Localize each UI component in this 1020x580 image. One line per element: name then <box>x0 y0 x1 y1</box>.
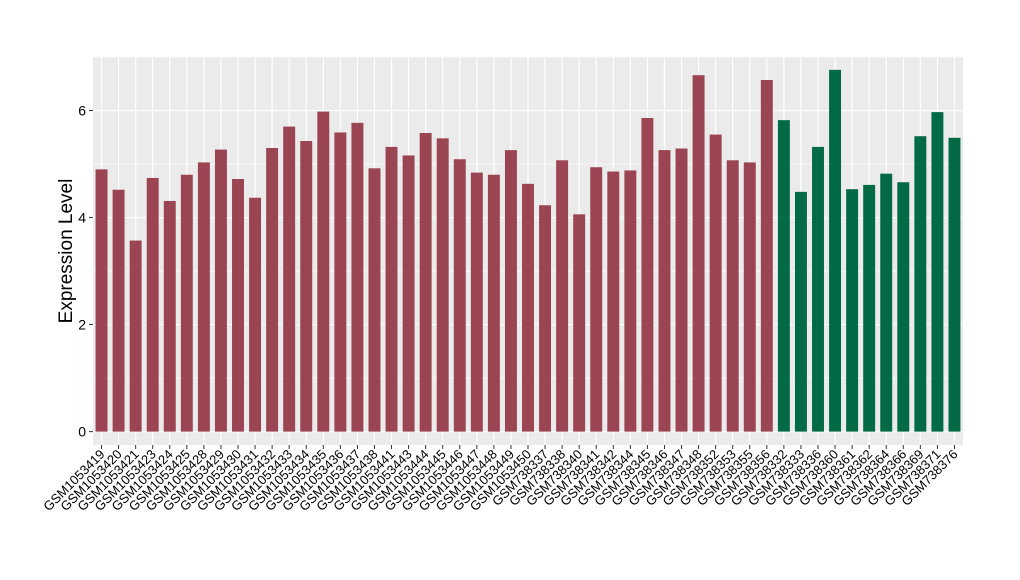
bar <box>368 168 381 432</box>
bar <box>504 150 517 432</box>
bar <box>863 184 876 432</box>
bar <box>624 170 637 432</box>
bar <box>351 122 364 432</box>
bar <box>214 149 227 432</box>
bar <box>197 162 210 432</box>
bar <box>232 179 244 432</box>
y-tick-label: 4 <box>78 210 86 226</box>
bar <box>641 118 654 432</box>
bar <box>777 120 790 432</box>
bar <box>914 136 927 432</box>
bar <box>129 240 142 432</box>
bar <box>675 148 688 432</box>
bar <box>846 189 859 432</box>
bar <box>709 134 722 432</box>
bar <box>266 147 279 432</box>
y-tick-label: 0 <box>78 424 86 440</box>
bar <box>385 146 398 432</box>
x-axis: GSM1053419GSM1053420GSM1053421GSM1053423… <box>40 445 961 514</box>
bar <box>658 150 671 432</box>
bar <box>436 138 449 432</box>
bar <box>812 146 824 432</box>
bar <box>948 137 961 432</box>
bar <box>539 205 552 432</box>
bar <box>931 112 944 432</box>
y-tick-label: 2 <box>78 317 86 333</box>
bar <box>300 141 313 432</box>
bar <box>726 160 739 432</box>
bar <box>522 183 534 432</box>
bar <box>692 75 705 432</box>
bar <box>573 214 586 432</box>
bar <box>794 191 807 432</box>
bar <box>180 174 193 432</box>
bar <box>556 160 569 432</box>
bar <box>470 172 483 432</box>
bar <box>334 132 347 432</box>
bar <box>283 126 296 432</box>
bar <box>590 167 603 432</box>
bar <box>146 177 159 432</box>
y-axis-label: Expression Level <box>56 179 77 324</box>
bar <box>880 173 893 432</box>
bar <box>829 69 842 432</box>
bar <box>402 155 415 432</box>
bar <box>419 132 432 432</box>
bar <box>487 174 500 432</box>
bar <box>317 111 330 432</box>
bar <box>897 182 910 432</box>
bar <box>760 80 773 432</box>
y-axis: 0 2 4 6 <box>78 103 93 440</box>
bar <box>95 169 108 432</box>
bar <box>743 162 756 432</box>
bar <box>453 159 466 432</box>
bar <box>112 189 125 432</box>
bar <box>249 197 262 432</box>
bar <box>607 171 620 432</box>
bar <box>163 200 176 432</box>
y-tick-label: 6 <box>78 103 86 119</box>
bars <box>95 69 961 432</box>
